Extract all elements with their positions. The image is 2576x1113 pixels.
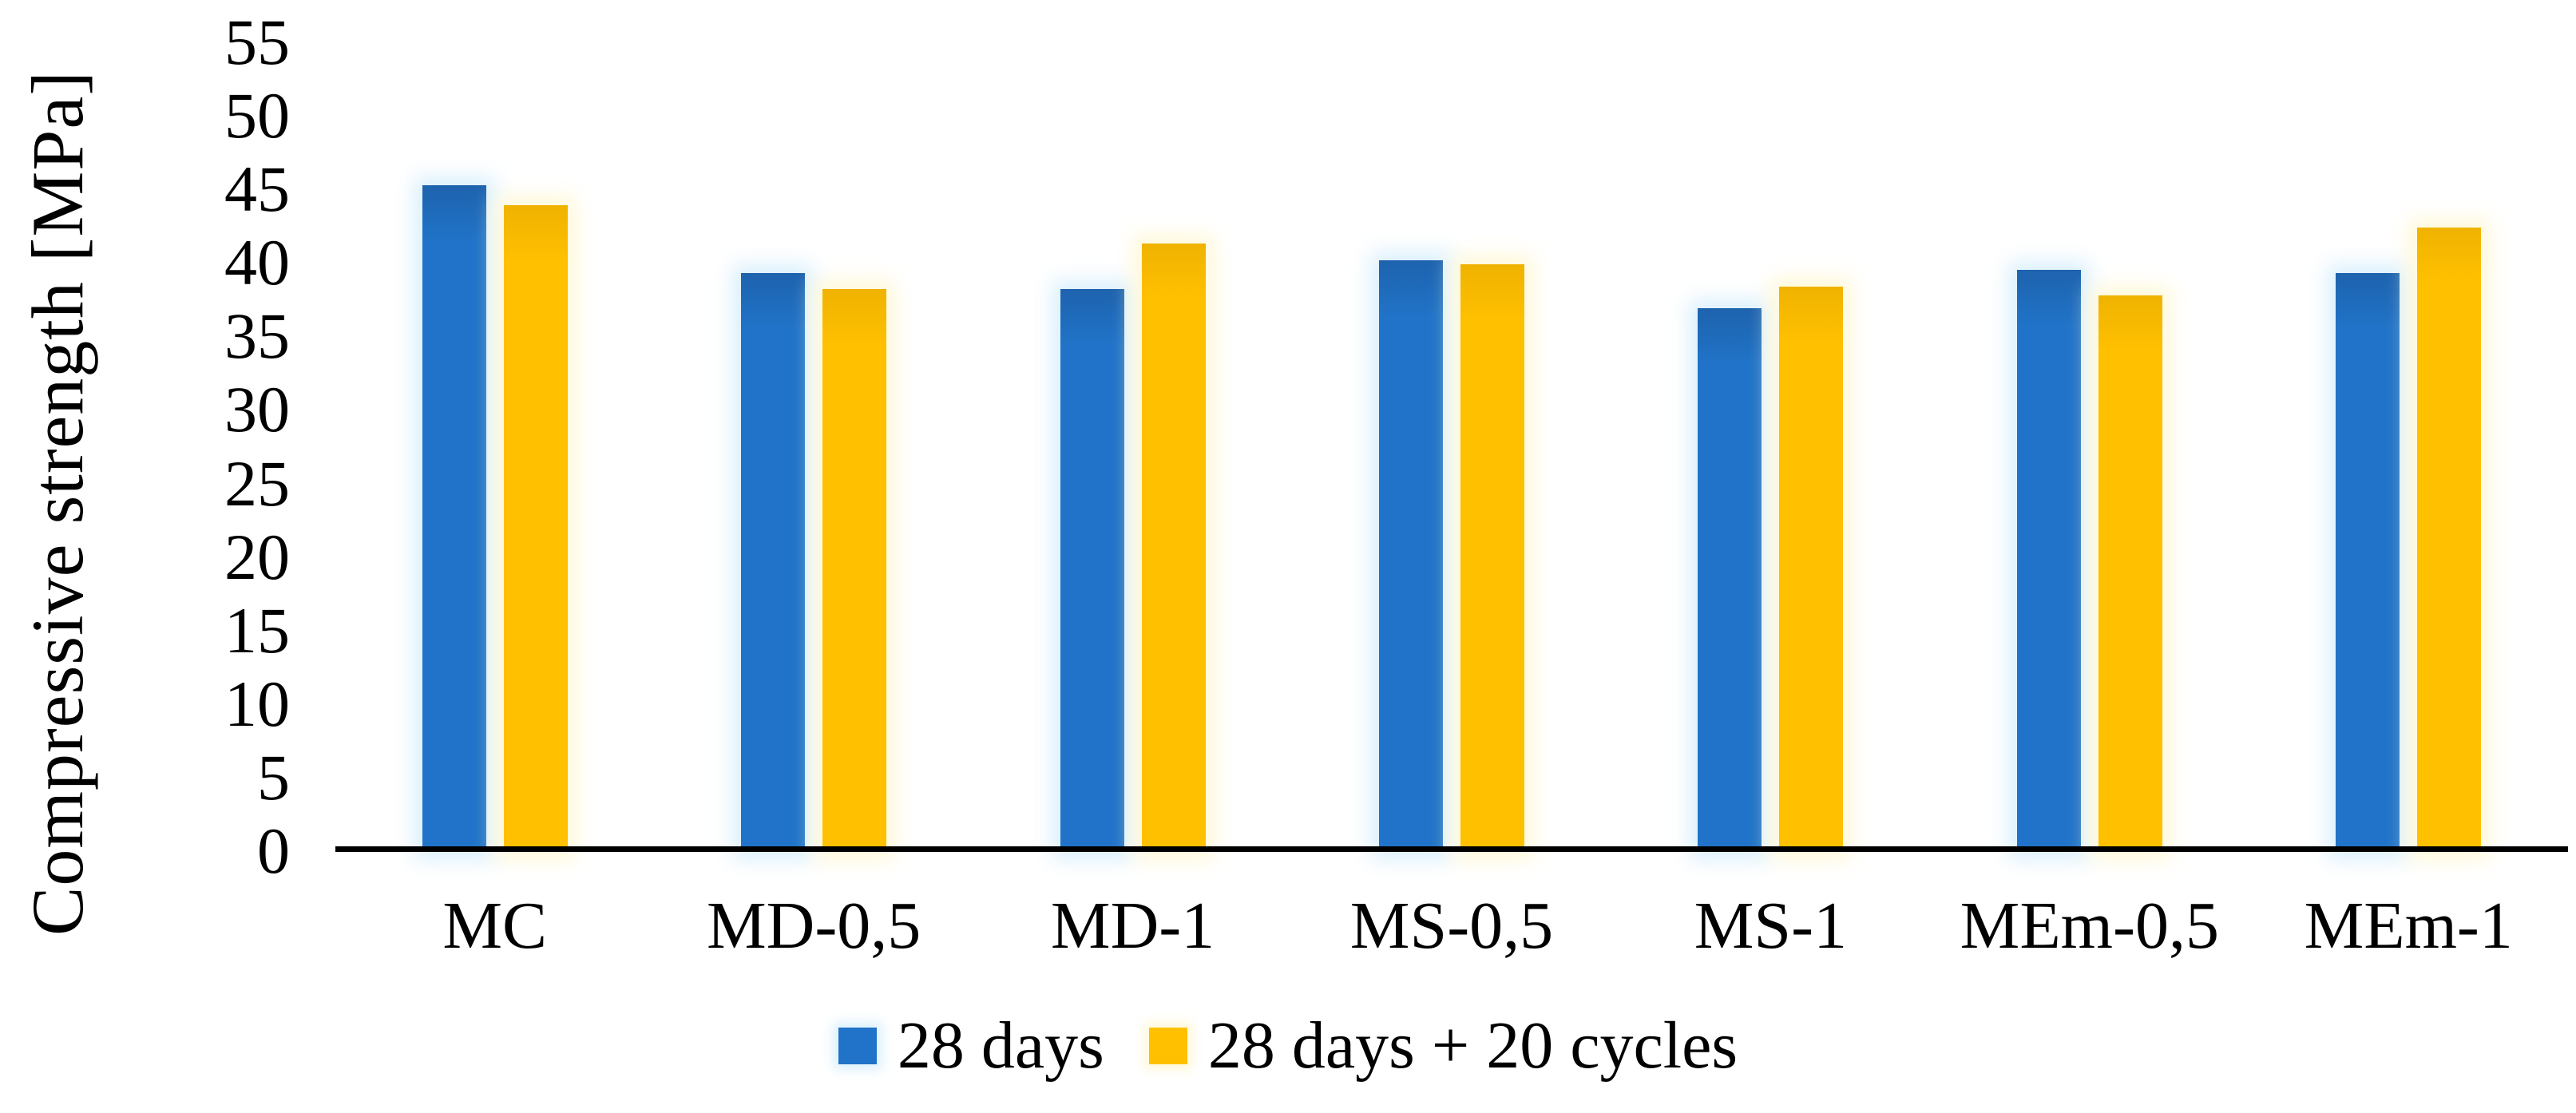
plot-area xyxy=(335,42,2568,851)
legend-swatch-28-days-20-cycles xyxy=(1148,1028,1187,1064)
y-tick-label-50: 50 xyxy=(224,79,290,152)
bar-group-mem-0-5 xyxy=(1930,42,2249,851)
legend-swatch-28-days xyxy=(838,1028,877,1064)
x-axis-category-labels: MC MD-0,5 MD-1 MS-0,5 MS-1 MEm-0,5 MEm-1 xyxy=(335,893,2568,960)
bar-group-ms-0-5 xyxy=(1292,42,1611,851)
category-label-md-1: MD-1 xyxy=(1050,889,1215,963)
legend: 28 days 28 days + 20 cycles xyxy=(0,1012,2576,1079)
bar-28-days-mc xyxy=(422,184,486,851)
category-label-md-0-5: MD-0,5 xyxy=(706,889,921,963)
y-tick-label-20: 20 xyxy=(224,520,290,593)
legend-label-28-days: 28 days xyxy=(897,1008,1104,1083)
bar-28-days-20-cycles-md-0-5 xyxy=(822,289,887,851)
bar-28-days-ms-1 xyxy=(1698,308,1762,851)
y-tick-label-35: 35 xyxy=(224,299,290,373)
category-label-mc: MC xyxy=(442,889,548,963)
y-tick-label-0: 0 xyxy=(257,814,290,887)
legend-item-28-days-20-cycles: 28 days + 20 cycles xyxy=(1148,1008,1738,1083)
category-label-mem-0-5: MEm-0,5 xyxy=(1960,889,2219,963)
bar-28-days-20-cycles-mc xyxy=(503,205,568,851)
category-label-ms-1: MS-1 xyxy=(1694,889,1848,963)
y-tick-label-55: 55 xyxy=(224,6,290,78)
bar-28-days-20-cycles-ms-1 xyxy=(1779,286,1844,851)
y-tick-label-15: 15 xyxy=(224,593,290,667)
bar-group-ms-1 xyxy=(1611,42,1930,851)
bar-28-days-ms-0-5 xyxy=(1378,259,1443,851)
bar-group-mem-1 xyxy=(2249,42,2568,851)
bar-group-mc xyxy=(335,42,654,851)
bar-28-days-20-cycles-mem-1 xyxy=(2417,228,2482,851)
bar-28-days-md-1 xyxy=(1060,289,1124,851)
y-tick-label-10: 10 xyxy=(224,667,290,740)
x-axis-line xyxy=(335,846,2568,852)
bar-28-days-mem-1 xyxy=(2336,273,2400,851)
y-tick-label-5: 5 xyxy=(257,740,290,814)
legend-item-28-days: 28 days xyxy=(838,1012,1104,1079)
bar-28-days-20-cycles-mem-0-5 xyxy=(2098,295,2162,851)
y-tick-label-45: 45 xyxy=(224,152,290,226)
y-tick-label-40: 40 xyxy=(224,226,290,299)
bar-28-days-20-cycles-ms-0-5 xyxy=(1460,264,1524,851)
bar-28-days-md-0-5 xyxy=(741,273,806,851)
bar-group-md-1 xyxy=(973,42,1292,851)
legend-label-28-days-20-cycles: 28 days + 20 cycles xyxy=(1207,1008,1738,1083)
y-tick-label-25: 25 xyxy=(224,446,290,520)
bar-group-md-0-5 xyxy=(654,42,973,851)
y-tick-label-30: 30 xyxy=(224,373,290,446)
bar-28-days-mem-0-5 xyxy=(2016,270,2081,851)
category-label-ms-0-5: MS-0,5 xyxy=(1349,889,1554,963)
category-label-mem-1: MEm-1 xyxy=(2304,889,2513,963)
bar-28-days-20-cycles-md-1 xyxy=(1141,244,1206,851)
